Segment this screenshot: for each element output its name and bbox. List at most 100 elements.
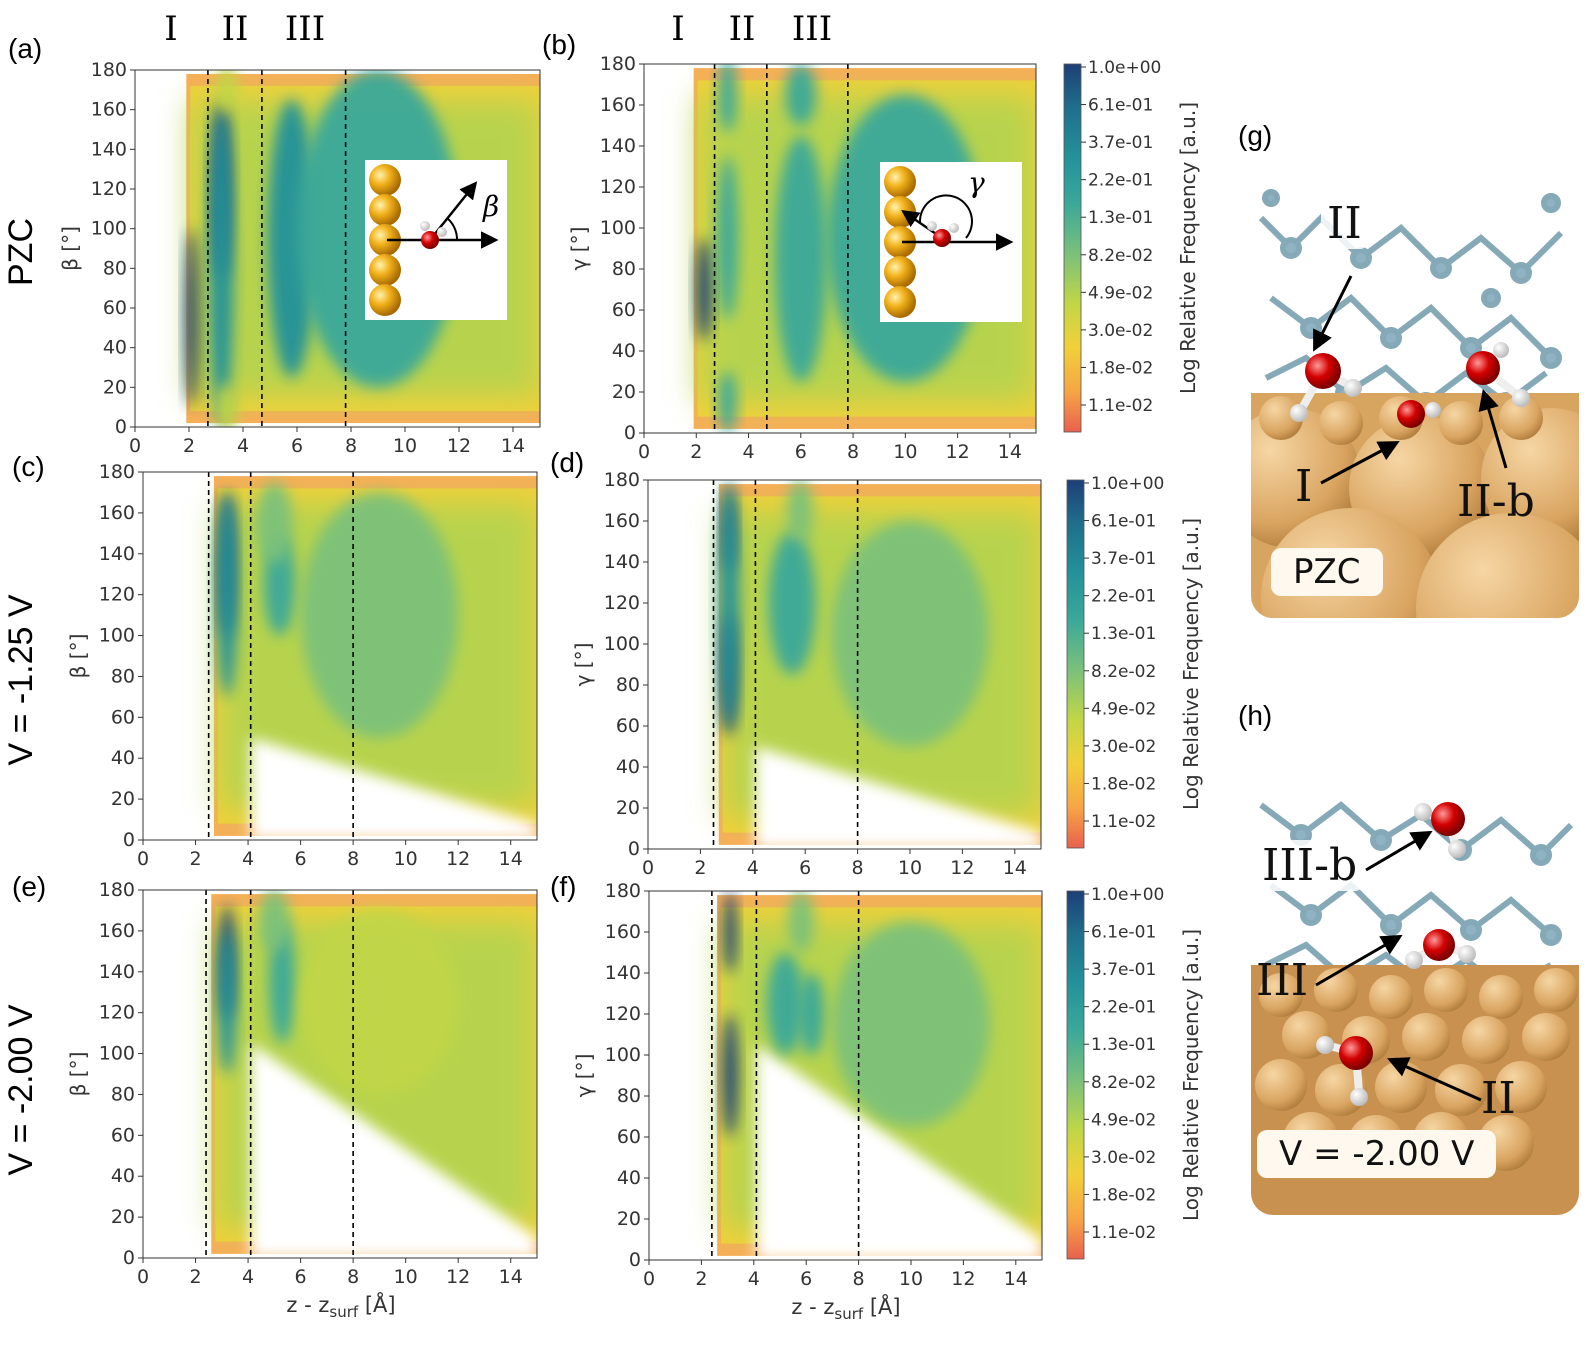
x-tick-label: 14	[998, 441, 1022, 463]
colorbar-tick-label: 6.1e-01	[1091, 923, 1156, 943]
oxygen-atom	[421, 231, 439, 249]
colorbar-label: Log Relative Frequency [a.u.]	[1176, 102, 1200, 394]
gold-atom	[884, 226, 916, 258]
arrows	[1313, 275, 1508, 485]
colorbar-label: Log Relative Frequency [a.u.]	[1179, 518, 1203, 810]
density-blob	[722, 1014, 739, 1137]
y-tick-label: 40	[103, 337, 127, 359]
y-axis-title: γ [°]	[567, 227, 591, 271]
y-tick-label: 160	[605, 921, 641, 943]
density-blob	[832, 921, 990, 1127]
highlighted-waters	[1316, 802, 1476, 1106]
hydrogen-atom	[927, 221, 937, 231]
x-tick-label: 12	[946, 441, 970, 463]
density-field	[213, 476, 537, 840]
colorbar-tick-label: 2.2e-01	[1091, 998, 1156, 1018]
y-tick-label: 80	[617, 1085, 641, 1107]
y-tick-label: 100	[605, 1044, 641, 1066]
x-tick-label: 14	[501, 435, 525, 457]
y-tick-label: 0	[123, 1247, 135, 1269]
zone-label-I: I	[164, 9, 177, 49]
density-blob	[717, 156, 739, 321]
x-tick-label: 2	[189, 1266, 201, 1288]
gamma-symbol: γ	[968, 166, 985, 199]
panel-letter-d: (d)	[550, 447, 584, 478]
y-tick-label: 80	[616, 674, 640, 696]
x-tick-label: 2	[694, 857, 706, 879]
y-tick-label: 100	[600, 217, 636, 239]
row-label-pzc: PZC	[2, 218, 40, 286]
y-tick-label: 180	[600, 53, 636, 75]
colorbar-tick-label: 1.8e-02	[1088, 358, 1153, 378]
x-tick-label: 10	[393, 435, 417, 457]
sparse-region	[250, 737, 537, 840]
gold-atom	[884, 286, 916, 318]
x-tick-label: 10	[394, 1266, 418, 1288]
molecular-snapshot-200: III-b III II V = -2.00 V	[1251, 775, 1579, 1215]
plot-frame	[648, 890, 1043, 1261]
y-tick-label: 120	[99, 584, 135, 606]
colorbar-gradient	[1066, 479, 1085, 849]
x-tick-label: 8	[852, 857, 864, 879]
y-tick-label: 0	[628, 838, 640, 860]
colorbar-tick-label: 3.0e-02	[1088, 321, 1153, 341]
x-tick-label: 12	[950, 857, 974, 879]
x-tick-label: 10	[899, 1268, 923, 1290]
colorbar-gradient	[1063, 63, 1082, 433]
gold-atom	[369, 164, 401, 196]
molecular-snapshot-pzc: II I II-b PZC	[1251, 178, 1579, 618]
density-blob	[300, 492, 459, 738]
x-tick-label: 2	[183, 435, 195, 457]
density-blob	[768, 531, 816, 675]
hydrogen-atom	[949, 223, 959, 233]
y-axis-title: γ [°]	[572, 1054, 596, 1098]
colorbar-tick-label: 8.2e-02	[1091, 662, 1156, 682]
y-tick-label: 160	[99, 502, 135, 524]
x-tick-label: 0	[129, 435, 141, 457]
gold-atom	[884, 256, 916, 288]
x-tick-label: 6	[799, 857, 811, 879]
y-tick-label: 120	[604, 592, 640, 614]
y-tick-label: 140	[600, 135, 636, 157]
y-tick-label: 120	[600, 176, 636, 198]
mol-label-II-b: II-b	[1457, 476, 1535, 527]
y-tick-label: 140	[99, 961, 135, 983]
y-tick-label: 20	[616, 797, 640, 819]
plot-frame	[134, 69, 541, 428]
x-axis-title-e: z - zsurf [Å]	[286, 1291, 395, 1321]
x-tick-label: 2	[695, 1268, 707, 1290]
colorbar-tick-label: 1.3e-01	[1091, 1035, 1156, 1055]
x-tick-label: 6	[795, 441, 807, 463]
panel-letter-g: (g)	[1238, 120, 1272, 151]
colorbar-tick-label: 1.3e-01	[1091, 624, 1156, 644]
y-tick-label: 20	[111, 1206, 135, 1228]
plot-frame	[142, 471, 538, 841]
colorbar-tick-label: 1.8e-02	[1091, 774, 1156, 794]
density-blob	[718, 64, 737, 132]
density-blob	[184, 228, 199, 408]
panel-letter-a: (a)	[8, 33, 42, 64]
mol-label-I: I	[1295, 461, 1313, 512]
colorbar-tick-label: 3.7e-01	[1088, 133, 1153, 153]
gold-atom	[884, 166, 916, 198]
x-tick-label: 0	[642, 857, 654, 879]
y-tick-label: 40	[616, 756, 640, 778]
zone-labels-beta: I II III	[164, 9, 325, 49]
sparse-region	[756, 1044, 1042, 1260]
y-tick-label: 0	[624, 422, 636, 444]
colorbar-tick-label: 4.9e-02	[1091, 699, 1156, 719]
y-tick-label: 60	[617, 1126, 641, 1148]
x-tick-label: 2	[690, 441, 702, 463]
y-tick-label: 20	[111, 788, 135, 810]
zone-label-II: II	[222, 9, 249, 49]
density-blob	[255, 482, 293, 564]
zone-label-III: III	[285, 9, 325, 49]
x-tick-label: 10	[394, 848, 418, 870]
density-blob	[300, 910, 459, 1095]
y-tick-label: 140	[99, 543, 135, 565]
y-tick-label: 60	[616, 715, 640, 737]
hydrogen-atom	[437, 227, 447, 237]
panel-letter-c: (c)	[12, 451, 45, 482]
mol-label-II: II	[1481, 1073, 1516, 1124]
density-blob	[696, 238, 712, 341]
